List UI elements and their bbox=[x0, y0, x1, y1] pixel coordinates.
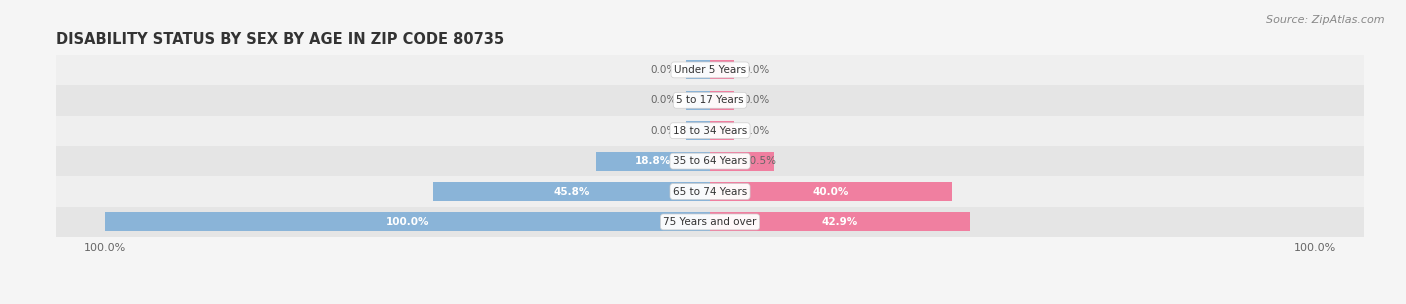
Bar bbox=[44, 116, 1376, 146]
Text: 75 Years and over: 75 Years and over bbox=[664, 217, 756, 227]
Text: 45.8%: 45.8% bbox=[553, 187, 589, 196]
Text: 0.0%: 0.0% bbox=[651, 95, 676, 105]
Bar bbox=[686, 121, 710, 140]
Bar bbox=[44, 207, 1376, 237]
Bar bbox=[104, 212, 710, 231]
Text: 100.0%: 100.0% bbox=[385, 217, 429, 227]
Text: DISABILITY STATUS BY SEX BY AGE IN ZIP CODE 80735: DISABILITY STATUS BY SEX BY AGE IN ZIP C… bbox=[56, 32, 505, 47]
Text: 42.9%: 42.9% bbox=[821, 217, 858, 227]
Bar bbox=[710, 182, 952, 201]
Text: 10.5%: 10.5% bbox=[744, 156, 776, 166]
Bar bbox=[686, 91, 710, 110]
Bar bbox=[710, 121, 734, 140]
Bar bbox=[44, 55, 1376, 85]
Text: 0.0%: 0.0% bbox=[744, 126, 769, 136]
Text: 0.0%: 0.0% bbox=[651, 65, 676, 75]
Text: 65 to 74 Years: 65 to 74 Years bbox=[673, 187, 747, 196]
Bar bbox=[433, 182, 710, 201]
Text: 0.0%: 0.0% bbox=[744, 95, 769, 105]
Text: 0.0%: 0.0% bbox=[651, 126, 676, 136]
Bar bbox=[44, 85, 1376, 116]
Bar bbox=[710, 152, 773, 171]
Text: 40.0%: 40.0% bbox=[813, 187, 849, 196]
Text: 5 to 17 Years: 5 to 17 Years bbox=[676, 95, 744, 105]
Text: 0.0%: 0.0% bbox=[744, 65, 769, 75]
Bar bbox=[44, 146, 1376, 176]
Bar bbox=[44, 176, 1376, 207]
Text: Under 5 Years: Under 5 Years bbox=[673, 65, 747, 75]
Bar bbox=[596, 152, 710, 171]
Bar bbox=[710, 91, 734, 110]
Text: Source: ZipAtlas.com: Source: ZipAtlas.com bbox=[1267, 15, 1385, 25]
Text: 35 to 64 Years: 35 to 64 Years bbox=[673, 156, 747, 166]
Bar bbox=[710, 60, 734, 79]
Bar bbox=[686, 60, 710, 79]
Text: 18 to 34 Years: 18 to 34 Years bbox=[673, 126, 747, 136]
Text: 18.8%: 18.8% bbox=[636, 156, 671, 166]
Bar bbox=[710, 212, 970, 231]
